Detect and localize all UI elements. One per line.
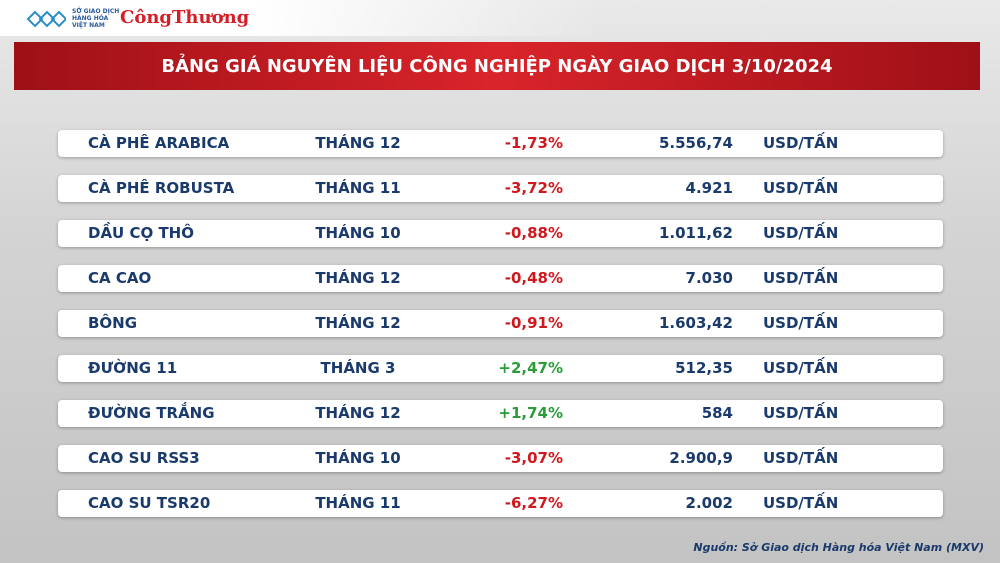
change: -0,48% (504, 269, 563, 287)
top-strip (0, 0, 1000, 36)
month: THÁNG 12 (315, 314, 401, 332)
title: BẢNG GIÁ NGUYÊN LIỆU CÔNG NGHIỆP NGÀY GI… (14, 42, 980, 90)
logo-line: SỞ GIAO DỊCH (72, 8, 120, 15)
unit: USD/TẤN (763, 224, 839, 242)
source: Nguồn: Sở Giao dịch Hàng hóa Việt Nam (M… (693, 541, 984, 554)
commodity: CA CAO (88, 269, 152, 287)
table-row: CAO SU TSR20 THÁNG 11 -6,27% 2.002 USD/TẤN (58, 490, 943, 517)
unit: USD/TẤN (763, 269, 839, 287)
unit: USD/TẤN (763, 134, 839, 152)
change: -3,07% (504, 449, 563, 467)
commodity: CAO SU RSS3 (88, 449, 200, 467)
commodity: BÔNG (88, 314, 138, 332)
commodity: CAO SU TSR20 (88, 494, 211, 512)
price: 584 (701, 404, 733, 422)
logo-text: SỞ GIAO DỊCH HÀNG HÓA VIỆT NAM (72, 8, 119, 29)
logo-line: VIỆT NAM (72, 22, 105, 29)
commodity: ĐƯỜNG 11 (88, 359, 178, 377)
price: 4.921 (685, 179, 733, 197)
price: 5.556,74 (658, 134, 733, 152)
unit: USD/TẤN (763, 404, 839, 422)
commodity: DẦU CỌ THÔ (88, 224, 194, 242)
month: THÁNG 3 (320, 359, 396, 377)
month: THÁNG 12 (315, 134, 401, 152)
unit: USD/TẤN (763, 314, 839, 332)
change: -0,91% (504, 314, 563, 332)
change: -6,27% (504, 494, 563, 512)
month: THÁNG 12 (315, 404, 401, 422)
table-row: DẦU CỌ THÔ THÁNG 10 -0,88% 1.011,62 USD/TẤN (58, 220, 943, 247)
table-row: ĐƯỜNG TRẮNG THÁNG 12 +1,74% 584 USD/TẤN (58, 400, 943, 427)
commodity: ĐƯỜNG TRẮNG (88, 404, 215, 422)
month: THÁNG 10 (315, 224, 401, 242)
price: 7.030 (685, 269, 733, 287)
commodity: CÀ PHÊ ARABICA (88, 134, 230, 152)
table-row: CÀ PHÊ ROBUSTA THÁNG 11 -3,72% 4.921 USD/TẤN (58, 175, 943, 202)
table-row: CAO SU RSS3 THÁNG 10 -3,07% 2.900,9 USD/TẤN (58, 445, 943, 472)
logo: SỞ GIAO DỊCH HÀNG HÓA VIỆT NAM (26, 8, 119, 29)
unit: USD/TẤN (763, 494, 839, 512)
change: +2,47% (498, 359, 563, 377)
commodity: CÀ PHÊ ROBUSTA (88, 179, 235, 197)
month: THÁNG 12 (315, 269, 401, 287)
month: THÁNG 11 (315, 494, 401, 512)
change: -0,88% (504, 224, 563, 242)
unit: USD/TẤN (763, 359, 839, 377)
logo-line: HÀNG HÓA (72, 15, 109, 22)
unit: USD/TẤN (763, 449, 839, 467)
change: -3,72% (504, 179, 563, 197)
logo-icon (26, 10, 66, 27)
month: THÁNG 11 (315, 179, 401, 197)
month: THÁNG 10 (315, 449, 401, 467)
price: 2.900,9 (669, 449, 733, 467)
table-row: CA CAO THÁNG 12 -0,48% 7.030 USD/TẤN (58, 265, 943, 292)
table-row: ĐƯỜNG 11 THÁNG 3 +2,47% 512,35 USD/TẤN (58, 355, 943, 382)
change: -1,73% (504, 134, 563, 152)
price: 1.603,42 (658, 314, 733, 332)
table-row: CÀ PHÊ ARABICA THÁNG 12 -1,73% 5.556,74 USD/… (58, 130, 943, 157)
price: 1.011,62 (658, 224, 733, 242)
price: 2.002 (685, 494, 733, 512)
brand: CôngThương (120, 7, 250, 28)
table-row: BÔNG THÁNG 12 -0,91% 1.603,42 USD/TẤN (58, 310, 943, 337)
price: 512,35 (675, 359, 733, 377)
unit: USD/TẤN (763, 179, 839, 197)
change: +1,74% (498, 404, 563, 422)
